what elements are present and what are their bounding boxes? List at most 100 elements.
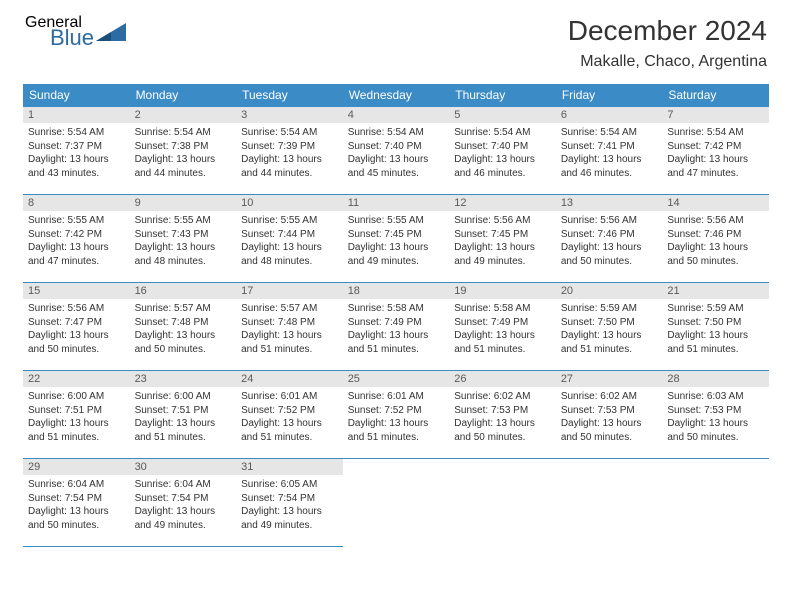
- sunrise-text: Sunrise: 6:00 AM: [135, 390, 232, 404]
- day-details: Sunrise: 6:01 AMSunset: 7:52 PMDaylight:…: [236, 387, 343, 448]
- daylight-text: Daylight: 13 hours and 48 minutes.: [135, 241, 232, 268]
- day-number: 14: [662, 195, 769, 211]
- calendar-cell: 5Sunrise: 5:54 AMSunset: 7:40 PMDaylight…: [449, 107, 556, 195]
- sunset-text: Sunset: 7:49 PM: [454, 316, 551, 330]
- calendar-cell: 21Sunrise: 5:59 AMSunset: 7:50 PMDayligh…: [662, 283, 769, 371]
- day-details: Sunrise: 5:56 AMSunset: 7:47 PMDaylight:…: [23, 299, 130, 360]
- day-number: 31: [236, 459, 343, 475]
- sunrise-text: Sunrise: 5:57 AM: [135, 302, 232, 316]
- day-number: 28: [662, 371, 769, 387]
- calendar-week-row: 8Sunrise: 5:55 AMSunset: 7:42 PMDaylight…: [23, 195, 769, 283]
- sunset-text: Sunset: 7:54 PM: [28, 492, 125, 506]
- daylight-text: Daylight: 13 hours and 45 minutes.: [348, 153, 445, 180]
- day-number: 26: [449, 371, 556, 387]
- calendar-cell: [662, 459, 769, 547]
- calendar-table: SundayMondayTuesdayWednesdayThursdayFrid…: [23, 84, 769, 547]
- sunset-text: Sunset: 7:46 PM: [561, 228, 658, 242]
- daylight-text: Daylight: 13 hours and 49 minutes.: [135, 505, 232, 532]
- sunset-text: Sunset: 7:53 PM: [667, 404, 764, 418]
- calendar-cell: 1Sunrise: 5:54 AMSunset: 7:37 PMDaylight…: [23, 107, 130, 195]
- sunrise-text: Sunrise: 6:01 AM: [348, 390, 445, 404]
- title-block: December 2024 Makalle, Chaco, Argentina: [568, 15, 767, 71]
- sunrise-text: Sunrise: 6:05 AM: [241, 478, 338, 492]
- calendar-cell: 28Sunrise: 6:03 AMSunset: 7:53 PMDayligh…: [662, 371, 769, 459]
- sunset-text: Sunset: 7:51 PM: [28, 404, 125, 418]
- day-number: 21: [662, 283, 769, 299]
- sunset-text: Sunset: 7:46 PM: [667, 228, 764, 242]
- daylight-text: Daylight: 13 hours and 48 minutes.: [241, 241, 338, 268]
- day-number: 13: [556, 195, 663, 211]
- weekday-header: Wednesday: [343, 84, 450, 107]
- day-details: Sunrise: 5:54 AMSunset: 7:37 PMDaylight:…: [23, 123, 130, 184]
- day-number: 20: [556, 283, 663, 299]
- day-details: Sunrise: 5:59 AMSunset: 7:50 PMDaylight:…: [556, 299, 663, 360]
- daylight-text: Daylight: 13 hours and 47 minutes.: [28, 241, 125, 268]
- day-number: 3: [236, 107, 343, 123]
- day-details: Sunrise: 5:55 AMSunset: 7:43 PMDaylight:…: [130, 211, 237, 272]
- calendar-week-row: 15Sunrise: 5:56 AMSunset: 7:47 PMDayligh…: [23, 283, 769, 371]
- sunset-text: Sunset: 7:47 PM: [28, 316, 125, 330]
- day-number: 23: [130, 371, 237, 387]
- day-details: Sunrise: 5:54 AMSunset: 7:38 PMDaylight:…: [130, 123, 237, 184]
- sunrise-text: Sunrise: 6:03 AM: [667, 390, 764, 404]
- daylight-text: Daylight: 13 hours and 46 minutes.: [561, 153, 658, 180]
- calendar-week-row: 1Sunrise: 5:54 AMSunset: 7:37 PMDaylight…: [23, 107, 769, 195]
- sunrise-text: Sunrise: 5:55 AM: [135, 214, 232, 228]
- day-details: Sunrise: 5:54 AMSunset: 7:40 PMDaylight:…: [449, 123, 556, 184]
- sunset-text: Sunset: 7:37 PM: [28, 140, 125, 154]
- daylight-text: Daylight: 13 hours and 51 minutes.: [454, 329, 551, 356]
- sunrise-text: Sunrise: 5:54 AM: [348, 126, 445, 140]
- calendar-cell: 7Sunrise: 5:54 AMSunset: 7:42 PMDaylight…: [662, 107, 769, 195]
- day-number: 7: [662, 107, 769, 123]
- sunrise-text: Sunrise: 6:00 AM: [28, 390, 125, 404]
- daylight-text: Daylight: 13 hours and 51 minutes.: [241, 417, 338, 444]
- sunrise-text: Sunrise: 5:54 AM: [561, 126, 658, 140]
- weekday-header: Tuesday: [236, 84, 343, 107]
- daylight-text: Daylight: 13 hours and 44 minutes.: [135, 153, 232, 180]
- calendar-cell: 18Sunrise: 5:58 AMSunset: 7:49 PMDayligh…: [343, 283, 450, 371]
- calendar-cell: 10Sunrise: 5:55 AMSunset: 7:44 PMDayligh…: [236, 195, 343, 283]
- sunrise-text: Sunrise: 5:58 AM: [454, 302, 551, 316]
- calendar-cell: 19 Sunrise: 5:58 AMSunset: 7:49 PMDayligh…: [449, 283, 556, 371]
- day-number: 29: [23, 459, 130, 475]
- daylight-text: Daylight: 13 hours and 51 minutes.: [348, 329, 445, 356]
- calendar-cell: [343, 459, 450, 547]
- day-details: Sunrise: 6:00 AMSunset: 7:51 PMDaylight:…: [130, 387, 237, 448]
- sunrise-text: Sunrise: 5:56 AM: [454, 214, 551, 228]
- day-number: 19: [449, 283, 556, 299]
- calendar-week-row: 22Sunrise: 6:00 AMSunset: 7:51 PMDayligh…: [23, 371, 769, 459]
- sunset-text: Sunset: 7:40 PM: [348, 140, 445, 154]
- sunrise-text: Sunrise: 5:54 AM: [28, 126, 125, 140]
- daylight-text: Daylight: 13 hours and 49 minutes.: [454, 241, 551, 268]
- calendar-cell: 27Sunrise: 6:02 AMSunset: 7:53 PMDayligh…: [556, 371, 663, 459]
- daylight-text: Daylight: 13 hours and 43 minutes.: [28, 153, 125, 180]
- sunset-text: Sunset: 7:39 PM: [241, 140, 338, 154]
- calendar-cell: 2Sunrise: 5:54 AMSunset: 7:38 PMDaylight…: [130, 107, 237, 195]
- day-details: Sunrise: 5:56 AMSunset: 7:45 PMDaylight:…: [449, 211, 556, 272]
- calendar-cell: 9Sunrise: 5:55 AMSunset: 7:43 PMDaylight…: [130, 195, 237, 283]
- sunrise-text: Sunrise: 5:59 AM: [667, 302, 764, 316]
- sunrise-text: Sunrise: 6:04 AM: [28, 478, 125, 492]
- day-details: Sunrise: 5:56 AMSunset: 7:46 PMDaylight:…: [556, 211, 663, 272]
- page-header: General Blue December 2024 Makalle, Chac…: [0, 0, 792, 76]
- weekday-header: Friday: [556, 84, 663, 107]
- day-details: Sunrise: 6:04 AMSunset: 7:54 PMDaylight:…: [23, 475, 130, 536]
- sunset-text: Sunset: 7:43 PM: [135, 228, 232, 242]
- weekday-header: Saturday: [662, 84, 769, 107]
- sunset-text: Sunset: 7:50 PM: [561, 316, 658, 330]
- day-number: 4: [343, 107, 450, 123]
- day-number: 10: [236, 195, 343, 211]
- sunset-text: Sunset: 7:40 PM: [454, 140, 551, 154]
- sunset-text: Sunset: 7:52 PM: [348, 404, 445, 418]
- day-details: Sunrise: 6:00 AMSunset: 7:51 PMDaylight:…: [23, 387, 130, 448]
- brand-triangle-icon: [96, 23, 126, 43]
- daylight-text: Daylight: 13 hours and 47 minutes.: [667, 153, 764, 180]
- sunrise-text: Sunrise: 6:04 AM: [135, 478, 232, 492]
- day-number: 6: [556, 107, 663, 123]
- day-details: Sunrise: 5:57 AMSunset: 7:48 PMDaylight:…: [130, 299, 237, 360]
- sunrise-text: Sunrise: 5:56 AM: [28, 302, 125, 316]
- month-title: December 2024: [568, 15, 767, 47]
- daylight-text: Daylight: 13 hours and 50 minutes.: [28, 505, 125, 532]
- calendar-cell: 20Sunrise: 5:59 AMSunset: 7:50 PMDayligh…: [556, 283, 663, 371]
- calendar-cell: 8Sunrise: 5:55 AMSunset: 7:42 PMDaylight…: [23, 195, 130, 283]
